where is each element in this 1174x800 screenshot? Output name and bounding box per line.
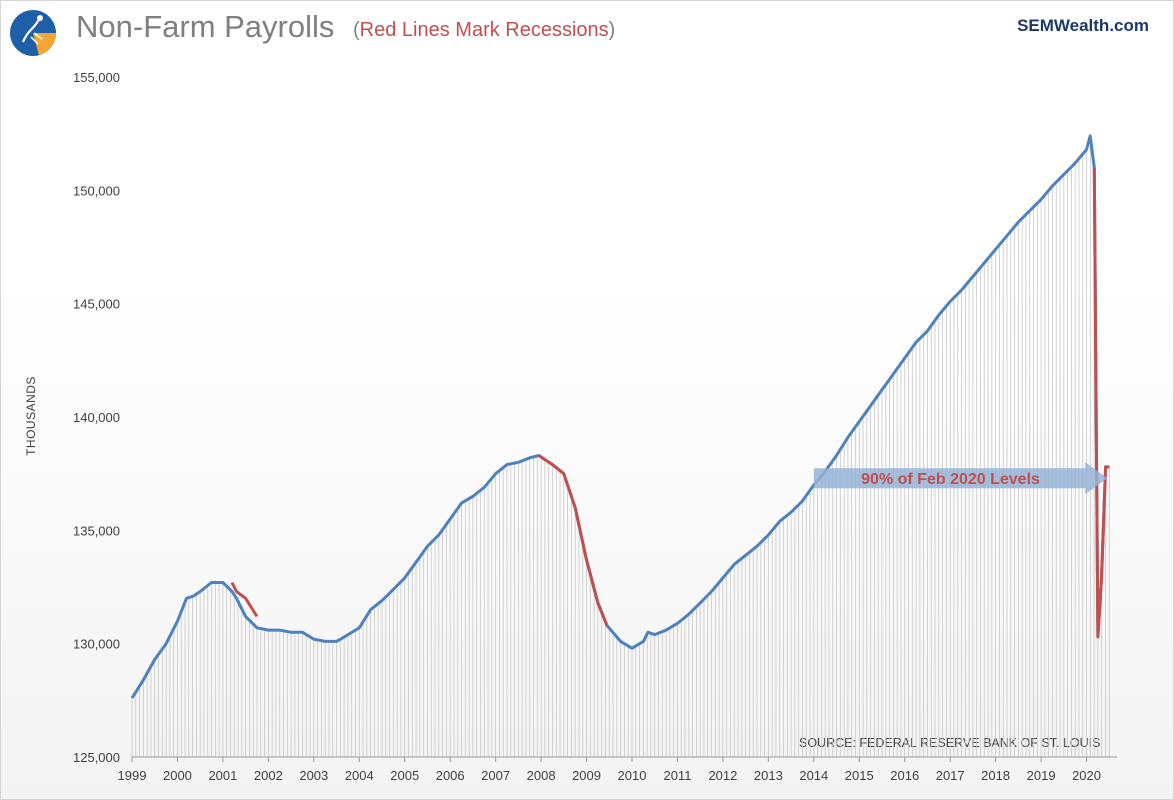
y-tick-label: 150,000 bbox=[73, 183, 120, 198]
y-tick-label: 140,000 bbox=[73, 410, 120, 425]
subtitle-close-paren: ) bbox=[608, 19, 616, 41]
series-group bbox=[130, 134, 1110, 699]
x-tick-label: 2017 bbox=[936, 768, 965, 783]
logo-swoosh bbox=[21, 18, 41, 43]
annotation-arrow bbox=[813, 462, 1108, 495]
x-tick-label: 2009 bbox=[572, 768, 601, 783]
x-tick-label: 2011 bbox=[663, 768, 691, 783]
annotation-group: 90% of Feb 2020 Levels bbox=[813, 462, 1108, 495]
y-tick-label: 135,000 bbox=[73, 523, 120, 538]
annotation-label: 90% of Feb 2020 Levels bbox=[861, 471, 1040, 488]
x-tick-label: 2001 bbox=[208, 768, 237, 783]
x-tick-label: 2003 bbox=[299, 768, 328, 783]
axes: 125,000 130,000 135,000 140,000 145,000 150,0… bbox=[73, 70, 1117, 783]
subtitle-text: Red Lines Mark Recessions bbox=[359, 19, 609, 41]
recession-line bbox=[1092, 167, 1110, 639]
x-tick-label: 2008 bbox=[527, 768, 556, 783]
logo-lines bbox=[30, 32, 43, 45]
x-tick-label: 2006 bbox=[436, 768, 465, 783]
x-tick-label: 2013 bbox=[754, 768, 783, 783]
recession-line bbox=[230, 581, 259, 618]
brand-label: SEMWealth.com bbox=[1017, 16, 1149, 35]
x-tick-label: 2007 bbox=[481, 768, 510, 783]
x-tick-label: 2004 bbox=[345, 768, 374, 783]
subtitle-open-paren: ( bbox=[353, 19, 360, 41]
x-tick-label: 2020 bbox=[1072, 768, 1101, 783]
x-tick-label: 2016 bbox=[890, 768, 919, 783]
x-tick-label: 2002 bbox=[254, 768, 283, 783]
payrolls-line bbox=[130, 134, 1110, 699]
logo-wedge bbox=[33, 33, 56, 56]
recession-line bbox=[537, 454, 609, 627]
x-tick-label: 2014 bbox=[799, 768, 828, 783]
x-tick-label: 2012 bbox=[708, 768, 737, 783]
x-tick-label: 2019 bbox=[1027, 768, 1056, 783]
y-tick-label: 145,000 bbox=[73, 297, 120, 312]
y-tick-label: 125,000 bbox=[73, 750, 120, 765]
x-tick-label: 2010 bbox=[618, 768, 647, 783]
chart-title: Non-Farm Payrolls bbox=[76, 9, 335, 44]
x-tick-label: 2000 bbox=[163, 768, 192, 783]
x-tick-label: 2018 bbox=[981, 768, 1010, 783]
y-tick-label: 155,000 bbox=[73, 70, 120, 85]
y-tick-label: 130,000 bbox=[73, 637, 120, 652]
chart-subtitle: (Red Lines Mark Recessions) bbox=[353, 19, 615, 42]
semwealth-logo-icon bbox=[10, 10, 56, 56]
x-tick-label: 2015 bbox=[845, 768, 874, 783]
x-tick-label: 2005 bbox=[390, 768, 419, 783]
area-fill-lines bbox=[131, 137, 1110, 757]
x-tick-label: 1999 bbox=[118, 768, 147, 783]
logo-dot bbox=[37, 15, 43, 21]
